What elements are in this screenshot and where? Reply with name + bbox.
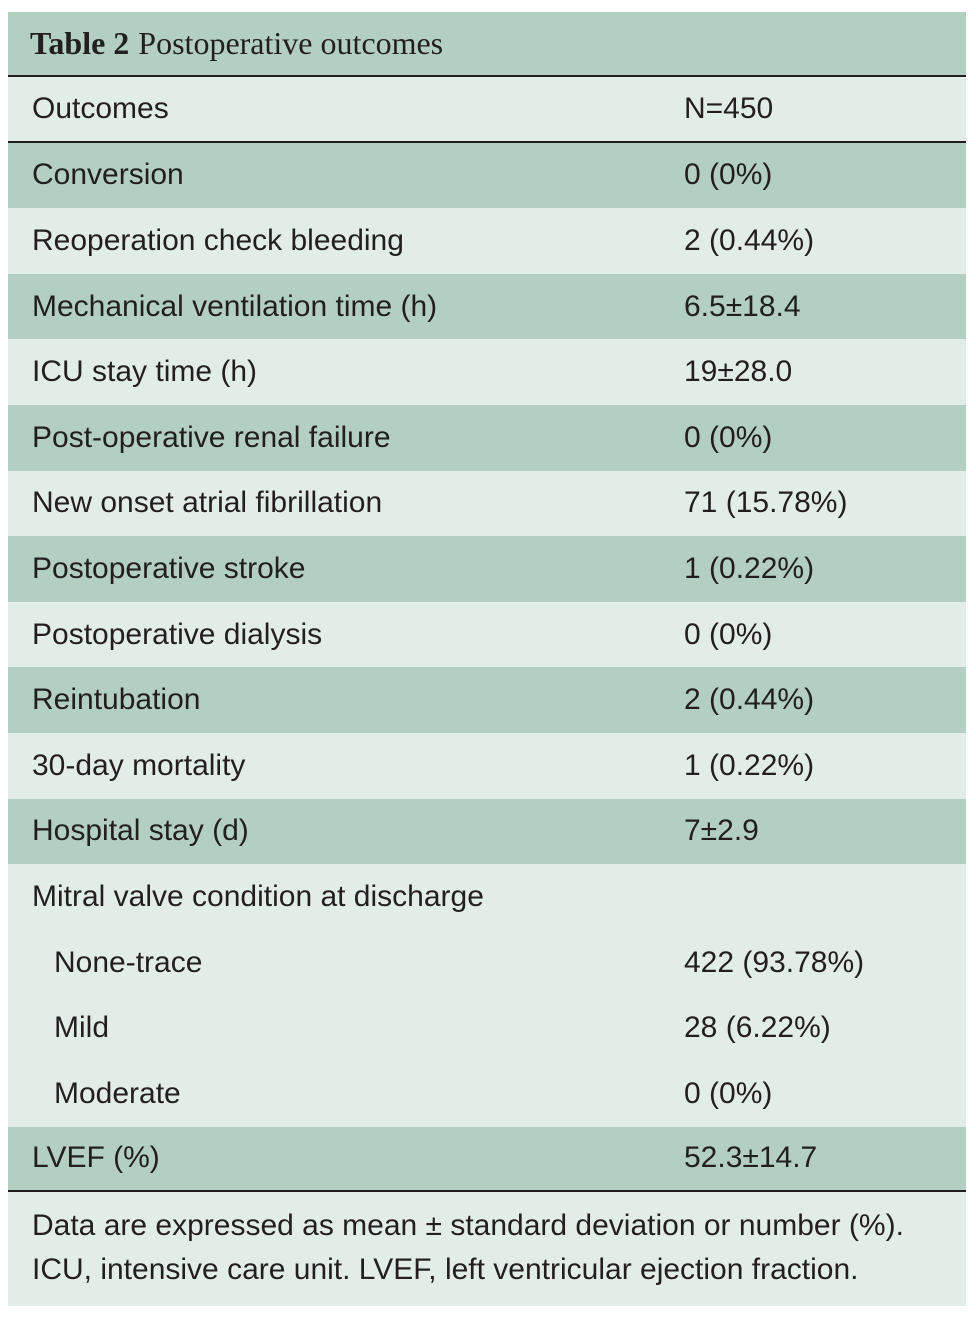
row-label: Mitral valve condition at discharge xyxy=(32,879,484,913)
table-row: Reintubation 2 (0.44%) xyxy=(8,667,966,733)
row-value: 0 (0%) xyxy=(684,1076,773,1110)
row-value: 6.5±18.4 xyxy=(684,289,801,323)
table-header-row: Outcomes N=450 xyxy=(8,77,966,143)
row-value: 28 (6.22%) xyxy=(684,1011,831,1045)
column-header-outcomes: Outcomes xyxy=(32,91,169,125)
row-value: 0 (0%) xyxy=(684,420,773,454)
row-label: Mild xyxy=(54,1011,110,1045)
row-label: Post-operative renal failure xyxy=(32,420,391,454)
table-row: Moderate 0 (0%) xyxy=(8,1060,966,1127)
table-row: Mechanical ventilation time (h) 6.5±18.4 xyxy=(8,273,966,340)
row-label: New onset atrial fibrillation xyxy=(32,486,383,520)
row-label: 30-day mortality xyxy=(32,748,246,782)
row-value: 7±2.9 xyxy=(684,814,759,848)
table-label: Table 2 xyxy=(30,25,130,61)
table-row: Mild 28 (6.22%) xyxy=(8,995,966,1061)
row-label: None-trace xyxy=(54,945,203,979)
table-footnote: Data are expressed as mean ± standard de… xyxy=(8,1192,966,1307)
row-label: ICU stay time (h) xyxy=(32,355,258,389)
table-caption: Table 2 Postoperative outcomes xyxy=(8,12,966,77)
table-row: 30-day mortality 1 (0.22%) xyxy=(8,732,966,799)
table-row: Post-operative renal failure 0 (0%) xyxy=(8,404,966,471)
row-label: Reoperation check bleeding xyxy=(32,223,404,257)
row-label: Postoperative stroke xyxy=(32,551,306,585)
row-value: 2 (0.44%) xyxy=(684,223,815,257)
row-value: 0 (0%) xyxy=(684,158,773,192)
row-label: Conversion xyxy=(32,158,184,192)
row-value: 52.3±14.7 xyxy=(684,1141,818,1175)
table-row: LVEF (%) 52.3±14.7 xyxy=(8,1126,966,1193)
column-header-n: N=450 xyxy=(684,91,774,125)
row-label: LVEF (%) xyxy=(32,1141,160,1175)
table-row: None-trace 422 (93.78%) xyxy=(8,929,966,996)
table-row: Reoperation check bleeding 2 (0.44%) xyxy=(8,208,966,274)
row-label: Reintubation xyxy=(32,683,201,717)
table-row: Postoperative stroke 1 (0.22%) xyxy=(8,536,966,602)
row-label: Moderate xyxy=(54,1076,181,1110)
row-label: Postoperative dialysis xyxy=(32,617,323,651)
table-row: Hospital stay (d) 7±2.9 xyxy=(8,798,966,865)
row-label: Hospital stay (d) xyxy=(32,814,249,848)
row-label: Mechanical ventilation time (h) xyxy=(32,289,438,323)
row-value: 1 (0.22%) xyxy=(684,748,815,782)
table-title: Postoperative outcomes xyxy=(138,25,444,61)
footnote-line: Data are expressed as mean ± standard de… xyxy=(32,1209,904,1243)
row-value: 0 (0%) xyxy=(684,617,773,651)
table-row: Postoperative dialysis 0 (0%) xyxy=(8,601,966,668)
row-value: 19±28.0 xyxy=(684,355,793,389)
table-row: ICU stay time (h) 19±28.0 xyxy=(8,339,966,405)
outcomes-table: Table 2 Postoperative outcomes Outcomes … xyxy=(8,12,966,1307)
table-row: New onset atrial fibrillation 71 (15.78%… xyxy=(8,470,966,537)
footnote-line: ICU, intensive care unit. LVEF, left ven… xyxy=(32,1253,859,1287)
row-value: 1 (0.22%) xyxy=(684,551,815,585)
row-value: 71 (15.78%) xyxy=(684,486,848,520)
row-value: 422 (93.78%) xyxy=(684,945,865,979)
table-row-group-heading: Mitral valve condition at discharge xyxy=(8,864,966,930)
table-row: Conversion 0 (0%) xyxy=(8,142,966,209)
row-value: 2 (0.44%) xyxy=(684,683,815,717)
